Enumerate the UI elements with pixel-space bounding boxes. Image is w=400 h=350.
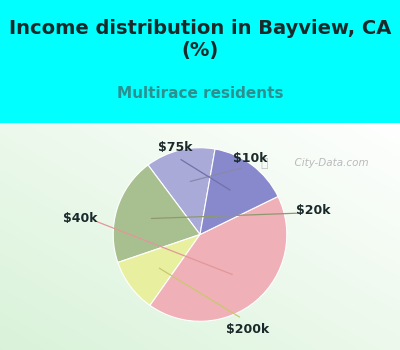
Text: $75k: $75k	[158, 141, 193, 154]
Text: $10k: $10k	[233, 152, 268, 164]
Wedge shape	[118, 234, 200, 306]
Text: Multirace residents: Multirace residents	[117, 86, 283, 101]
Wedge shape	[200, 149, 278, 234]
Text: $40k: $40k	[63, 212, 98, 225]
Wedge shape	[150, 196, 287, 321]
Text: $20k: $20k	[296, 204, 330, 217]
Wedge shape	[148, 148, 215, 234]
Text: City-Data.com: City-Data.com	[288, 159, 369, 168]
Wedge shape	[113, 165, 200, 262]
Text: Income distribution in Bayview, CA
(%): Income distribution in Bayview, CA (%)	[9, 19, 391, 61]
Text: $200k: $200k	[226, 323, 269, 336]
Text: ⌕: ⌕	[260, 157, 268, 170]
